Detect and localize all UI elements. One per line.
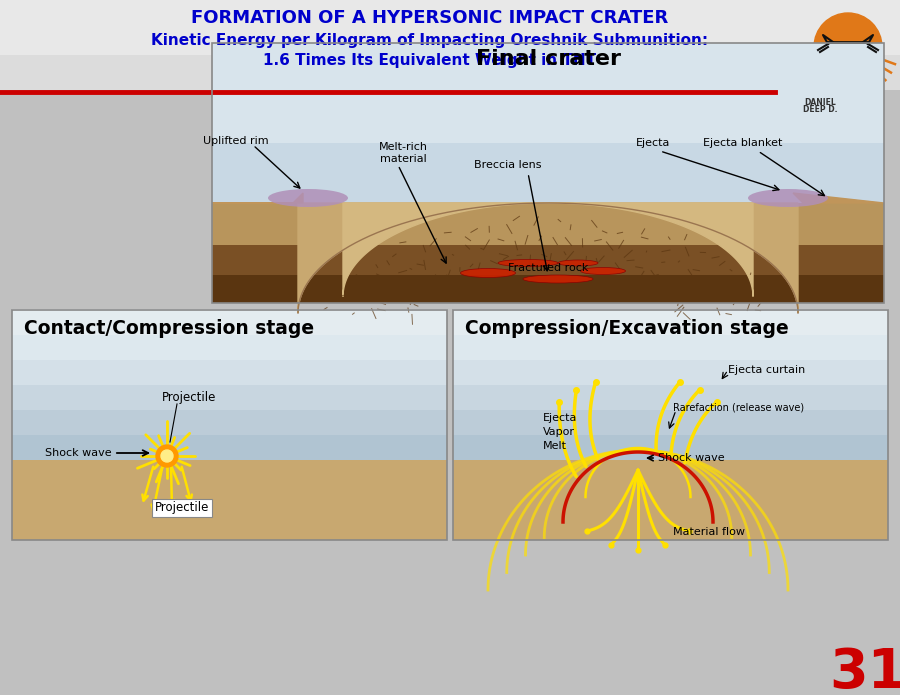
Text: Projectile: Projectile xyxy=(162,391,216,404)
Text: Melt-rich
material: Melt-rich material xyxy=(379,142,428,164)
Text: Material flow: Material flow xyxy=(673,527,745,537)
Text: Breccia lens: Breccia lens xyxy=(474,160,542,170)
Polygon shape xyxy=(793,193,884,203)
Ellipse shape xyxy=(523,275,593,283)
Bar xyxy=(212,43,884,303)
Bar xyxy=(12,409,447,435)
Bar xyxy=(212,245,884,275)
Bar xyxy=(12,334,447,360)
Bar xyxy=(12,460,447,540)
Text: 31: 31 xyxy=(830,646,900,695)
Text: Melt: Melt xyxy=(543,441,567,451)
Text: DEEP D.: DEEP D. xyxy=(803,105,837,114)
Ellipse shape xyxy=(580,268,626,275)
Bar xyxy=(453,384,888,410)
Circle shape xyxy=(161,450,173,462)
Bar xyxy=(453,309,888,335)
Text: Ejecta curtain: Ejecta curtain xyxy=(728,365,806,375)
Bar xyxy=(12,384,447,410)
Bar xyxy=(12,310,447,540)
Polygon shape xyxy=(298,203,798,313)
Ellipse shape xyxy=(748,189,828,207)
Text: Contact/Compression stage: Contact/Compression stage xyxy=(24,318,314,338)
Text: Kinetic Energy per Kilogram of Impacting Oreshnik Submunition:: Kinetic Energy per Kilogram of Impacting… xyxy=(151,33,708,47)
Bar xyxy=(453,434,888,460)
Text: Ejecta: Ejecta xyxy=(635,138,670,148)
Bar xyxy=(212,275,884,303)
Bar xyxy=(212,203,884,303)
Text: FORMATION OF A HYPERSONIC IMPACT CRATER: FORMATION OF A HYPERSONIC IMPACT CRATER xyxy=(192,9,669,27)
Ellipse shape xyxy=(268,189,348,207)
Circle shape xyxy=(814,13,882,81)
Text: DANIEL: DANIEL xyxy=(804,98,836,107)
Text: Shock wave: Shock wave xyxy=(658,453,724,463)
Text: Vapor: Vapor xyxy=(543,427,575,437)
Polygon shape xyxy=(212,193,303,203)
Text: Shock wave: Shock wave xyxy=(45,448,112,458)
Bar xyxy=(453,334,888,360)
Text: Uplifted rim: Uplifted rim xyxy=(203,136,269,146)
Ellipse shape xyxy=(461,268,516,277)
Ellipse shape xyxy=(558,260,598,266)
Text: Projectile: Projectile xyxy=(155,502,209,514)
Text: Ejecta blanket: Ejecta blanket xyxy=(703,138,783,148)
Bar xyxy=(453,460,888,540)
Bar xyxy=(12,434,447,460)
Bar xyxy=(212,43,884,143)
Text: Final crater: Final crater xyxy=(475,49,620,69)
Bar xyxy=(453,359,888,385)
Bar xyxy=(212,43,884,203)
Polygon shape xyxy=(343,203,753,297)
Bar xyxy=(12,359,447,385)
Text: Fractured rock: Fractured rock xyxy=(508,263,589,273)
Bar xyxy=(453,310,888,540)
Ellipse shape xyxy=(498,259,558,266)
Bar xyxy=(12,309,447,335)
Text: Rarefaction (release wave): Rarefaction (release wave) xyxy=(673,403,804,413)
Text: 1.6 Times Its Equivalent Weight in TNT: 1.6 Times Its Equivalent Weight in TNT xyxy=(264,53,597,67)
Bar xyxy=(0,0,900,55)
Bar xyxy=(453,409,888,435)
Text: Compression/Excavation stage: Compression/Excavation stage xyxy=(465,318,788,338)
Circle shape xyxy=(156,445,178,467)
Text: Ejecta: Ejecta xyxy=(543,413,578,423)
Bar xyxy=(0,0,900,90)
